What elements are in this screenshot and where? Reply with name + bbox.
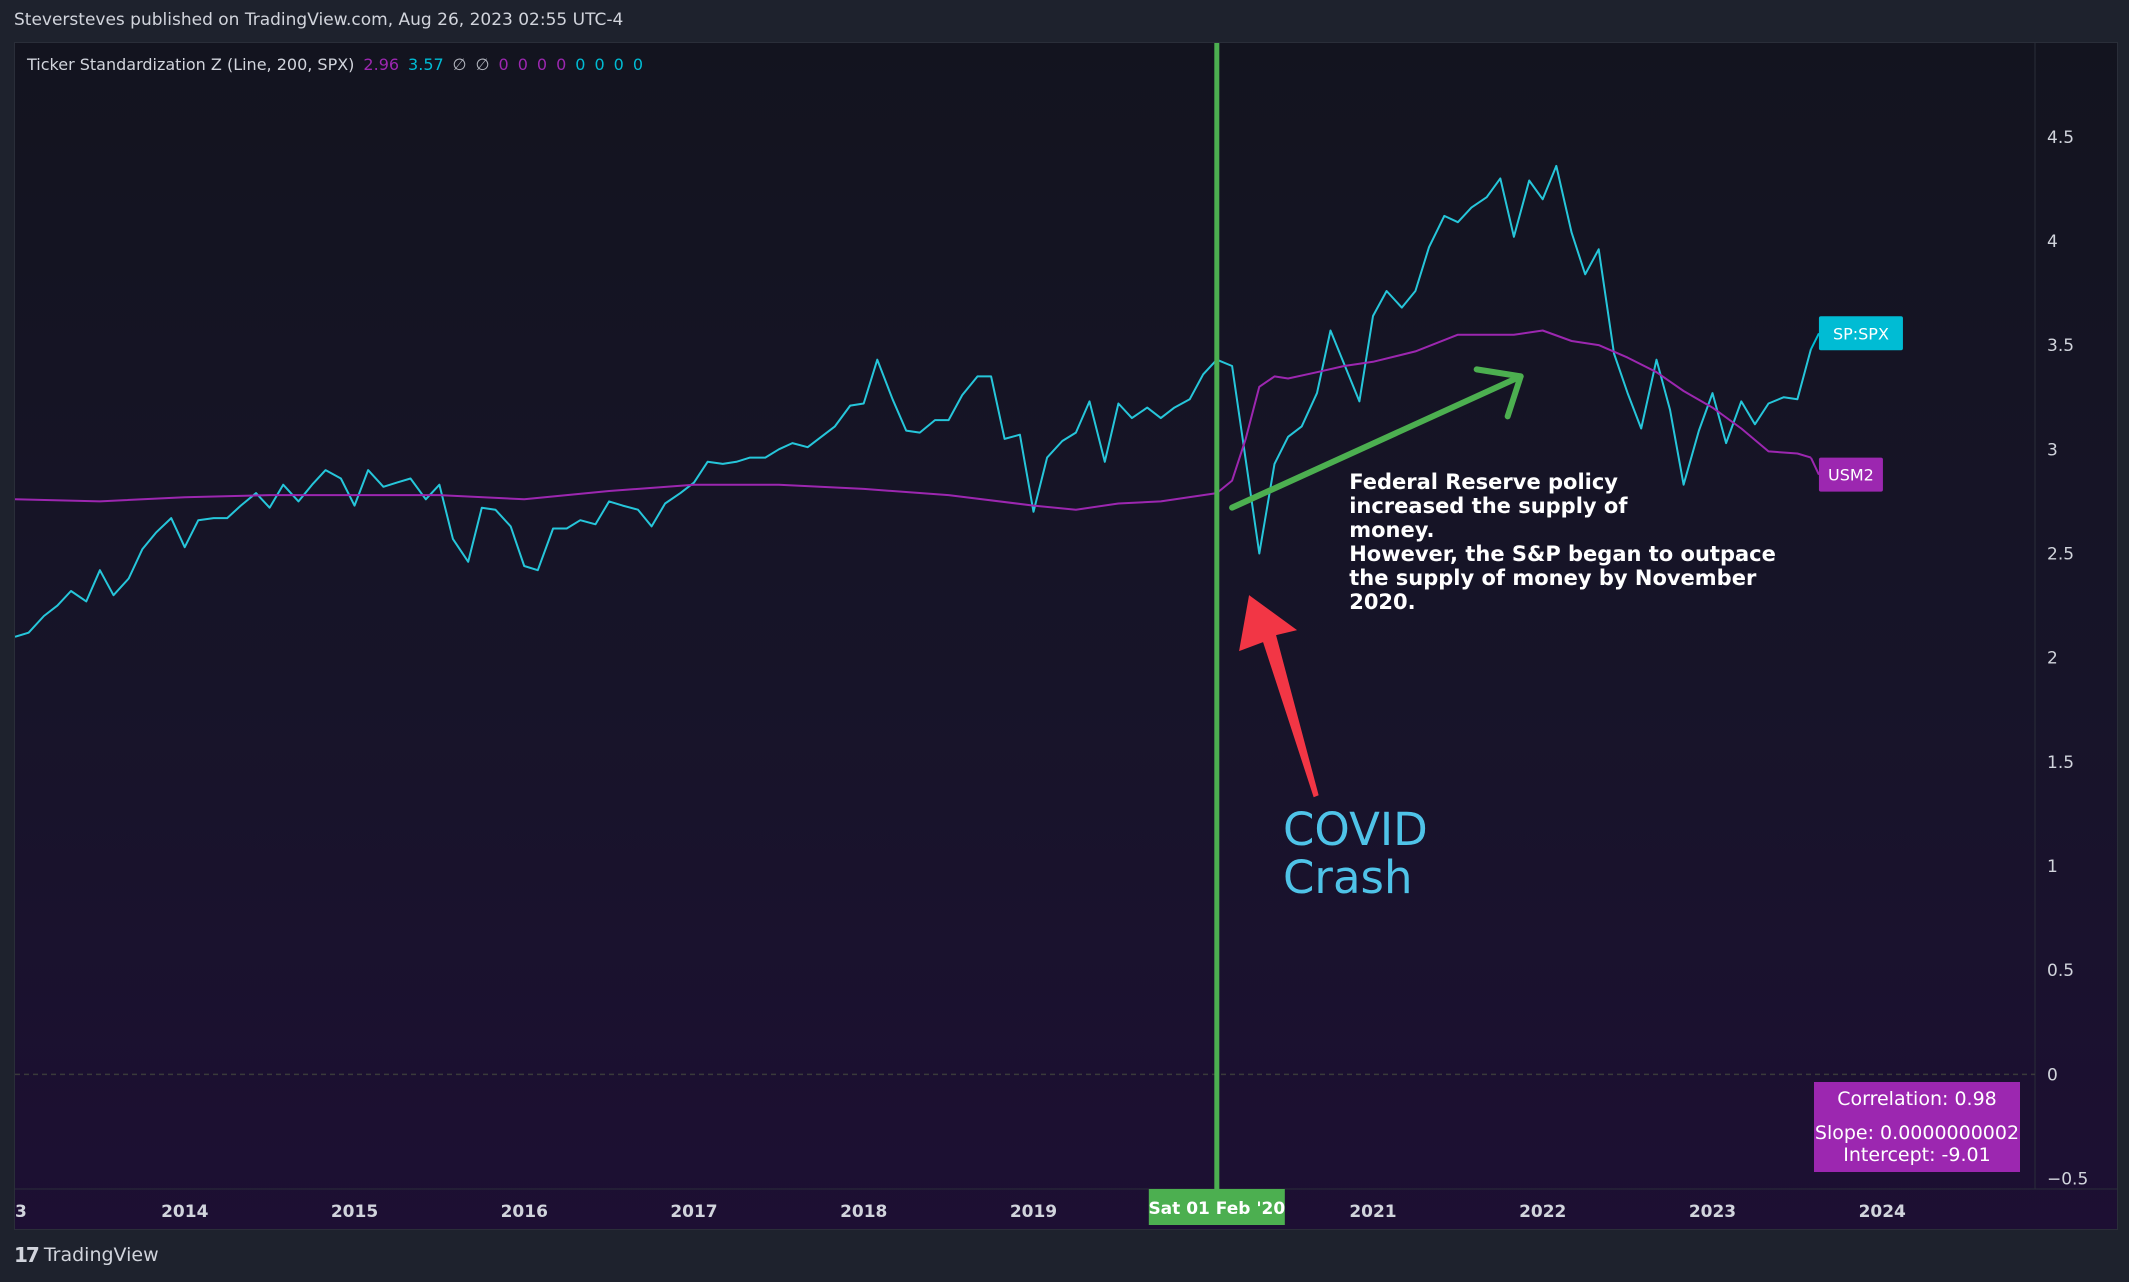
y-tick-label: 4.5 <box>2047 128 2074 148</box>
x-tick-label: 2017 <box>670 1202 717 1222</box>
fed-note-line: money. <box>1349 518 1434 542</box>
y-tick-label: 1 <box>2047 857 2058 877</box>
indicator-legend[interactable]: Ticker Standardization Z (Line, 200, SPX… <box>27 55 661 74</box>
series-line-usm2 <box>15 329 1812 511</box>
chart-canvas[interactable]: 4.5 4 3.5 3 2.5 2 1.5 1 0.5 0 −0.5 13 2014 2015 2016 20… <box>15 43 2117 1229</box>
y-tick-label: 0.5 <box>2047 961 2074 981</box>
indicator-value-10: 0 <box>613 55 624 74</box>
regression-stats-box: Correlation: 0.98 Slope: 0.0000000002 In… <box>1814 1082 2020 1172</box>
indicator-value-8: 0 <box>575 55 586 74</box>
x-tick-label: 2021 <box>1349 1202 1396 1222</box>
indicator-value-2: ∅ <box>452 55 467 74</box>
axes-layer: 4.5 4 3.5 3 2.5 2 1.5 1 0.5 0 −0.5 13 2014 2015 2016 20… <box>15 43 2117 1222</box>
x-tick-label: 2022 <box>1519 1202 1566 1222</box>
indicator-value-4: 0 <box>498 55 509 74</box>
x-tick-label: 2015 <box>331 1202 378 1222</box>
x-tick-label: 2018 <box>840 1202 887 1222</box>
x-tick-label: 2023 <box>1689 1202 1736 1222</box>
x-tick-label: 13 <box>15 1202 27 1222</box>
fed-arrow-head <box>1473 366 1524 420</box>
series-tag-box <box>1818 316 1903 351</box>
chart-panel[interactable]: 4.5 4 3.5 3 2.5 2 1.5 1 0.5 0 −0.5 13 2014 2015 2016 20… <box>14 42 2118 1230</box>
annotation-layer: Sat 01 Feb '20 SP:SPX USM2 Federal Reserve … <box>1148 43 1903 1225</box>
series-tag-label: SP:SPX <box>1833 324 1889 343</box>
published-header: Steversteves published on TradingView.co… <box>14 10 624 30</box>
y-tick-label: 3 <box>2047 440 2058 460</box>
indicator-values: 2.96 3.57 ∅ ∅ 0 0 0 0 0 0 0 0 <box>363 55 652 74</box>
series-tag-leader <box>1810 457 1820 476</box>
indicator-name: Ticker Standardization Z (Line, 200, SPX… <box>27 55 355 74</box>
x-tick-label: 2024 <box>1859 1202 1906 1222</box>
crosshair-date-label: Sat 01 Feb '20 <box>1148 1199 1285 1219</box>
x-tick-label: 2016 <box>501 1202 548 1222</box>
series-line-sp-spx <box>15 164 1812 638</box>
covid-arrow <box>1239 595 1319 798</box>
x-tick-label: 2019 <box>1010 1202 1057 1222</box>
fed-note-line: However, the S&P began to outpace <box>1349 542 1776 566</box>
crosshair-date-tag <box>1148 1189 1285 1225</box>
tradingview-logo-icon: 17 <box>14 1243 40 1267</box>
y-tick-label: 0 <box>2047 1065 2058 1085</box>
indicator-value-6: 0 <box>536 55 548 74</box>
y-tick-label: −0.5 <box>2047 1170 2088 1190</box>
y-tick-label: 2.5 <box>2047 544 2074 564</box>
y-tick-label: 4 <box>2047 232 2058 252</box>
indicator-value-3: ∅ <box>475 55 490 74</box>
series-tag-leader <box>1810 332 1820 350</box>
y-tick-label: 3.5 <box>2047 336 2074 356</box>
slope-value: Slope: 0.0000000002 <box>1814 1122 2020 1144</box>
indicator-value-5: 0 <box>517 55 528 74</box>
series-tag-box <box>1818 457 1883 492</box>
covid-label-line: Crash <box>1283 851 1412 904</box>
indicator-value-11: 0 <box>632 55 644 74</box>
fed-note-line: increased the supply of <box>1349 494 1628 518</box>
intercept-value: Intercept: -9.01 <box>1843 1144 1991 1166</box>
fed-note-line: the supply of money by November <box>1349 566 1757 590</box>
fed-note-line: Federal Reserve policy <box>1349 470 1618 494</box>
fed-note-line: 2020. <box>1349 590 1415 614</box>
brand-name: TradingView <box>43 1244 159 1266</box>
tradingview-footer[interactable]: 17 TradingView <box>14 1243 159 1267</box>
fed-arrow-shaft <box>1229 373 1524 511</box>
series-layer <box>15 164 1812 638</box>
indicator-value-0: 2.96 <box>363 55 400 74</box>
x-tick-label: 2014 <box>161 1202 208 1222</box>
indicator-value-7: 0 <box>556 55 567 74</box>
correlation-value: Correlation: 0.98 <box>1837 1088 1997 1110</box>
indicator-value-1: 3.57 <box>408 55 444 74</box>
series-tag-label: USM2 <box>1828 466 1874 485</box>
y-tick-label: 2 <box>2047 649 2058 669</box>
indicator-value-9: 0 <box>594 55 605 74</box>
y-tick-label: 1.5 <box>2047 753 2074 773</box>
covid-label-line: COVID <box>1283 803 1428 856</box>
